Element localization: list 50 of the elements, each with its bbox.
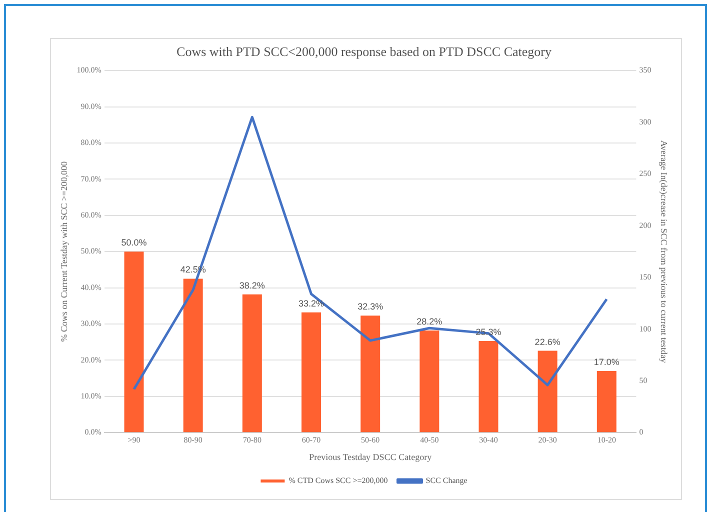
y-tick-label: 50.0%	[80, 246, 102, 256]
legend-label: SCC Change	[426, 476, 468, 486]
bar	[420, 330, 440, 432]
bar	[124, 252, 144, 432]
chart-title: Cows with PTD SCC<200,000 response based on PTD DSCC Category	[176, 44, 552, 60]
y-tick-label: 40.0%	[80, 282, 102, 292]
data-label: 33.2%	[298, 298, 324, 308]
x-tick-label: 60-70	[302, 435, 321, 444]
y2-tick-label: 50	[639, 376, 648, 385]
x-tick-label: >90	[128, 435, 140, 444]
y2-tick-label: 150	[639, 272, 652, 282]
y2-tick-label: 0	[639, 428, 644, 437]
data-label: 28.2%	[416, 316, 442, 326]
x-tick-label: 80-90	[184, 435, 202, 444]
data-label: 38.2%	[239, 280, 265, 290]
y2-tick-label: 100	[639, 324, 652, 334]
x-tick-label: 10-20	[597, 435, 616, 444]
y2-tick-label: 300	[639, 117, 652, 126]
data-label: 50.0%	[121, 238, 147, 248]
y-tick-label: 10.0%	[80, 391, 102, 400]
y-tick-label: 20.0%	[80, 355, 102, 364]
bar	[538, 350, 558, 432]
bar	[596, 371, 616, 432]
data-label: 32.3%	[358, 302, 384, 312]
x-tick-label: 20-30	[538, 435, 557, 444]
bar	[183, 278, 203, 432]
bar	[302, 312, 321, 432]
bar	[242, 294, 262, 432]
y2-axis-title: Average In(de)crease in SCC from previous to current testday	[659, 140, 670, 364]
x-tick-label: 70-80	[242, 435, 262, 444]
y2-tick-label: 350	[639, 66, 652, 75]
legend-label: % CTD Cows SCC >=200,000	[288, 476, 388, 486]
x-tick-label: 30-40	[479, 435, 498, 444]
y-tick-label: 30.0%	[80, 319, 102, 328]
y2-tick-label: 250	[639, 169, 652, 178]
y-tick-label: 90.0%	[80, 102, 102, 111]
data-label: 17.0%	[594, 357, 620, 368]
x-tick-label: 40-50	[420, 435, 439, 444]
y-tick-label: 100.0%	[76, 66, 102, 75]
y2-tick-label: 200	[639, 220, 652, 230]
y-tick-label: 80.0%	[80, 138, 102, 148]
y-axis-title: % Cows on Current Testday with SCC >=200,000	[58, 160, 69, 342]
x-axis-title: Previous Testday DSCC Category	[309, 452, 432, 462]
x-tick-label: 50-60	[360, 435, 380, 444]
bar	[478, 341, 498, 432]
data-label: 22.6%	[534, 336, 560, 347]
y-tick-label: 70.0%	[80, 174, 102, 184]
y-tick-label: 0.0%	[84, 428, 102, 437]
y-tick-label: 60.0%	[80, 210, 102, 220]
bar	[360, 316, 380, 432]
